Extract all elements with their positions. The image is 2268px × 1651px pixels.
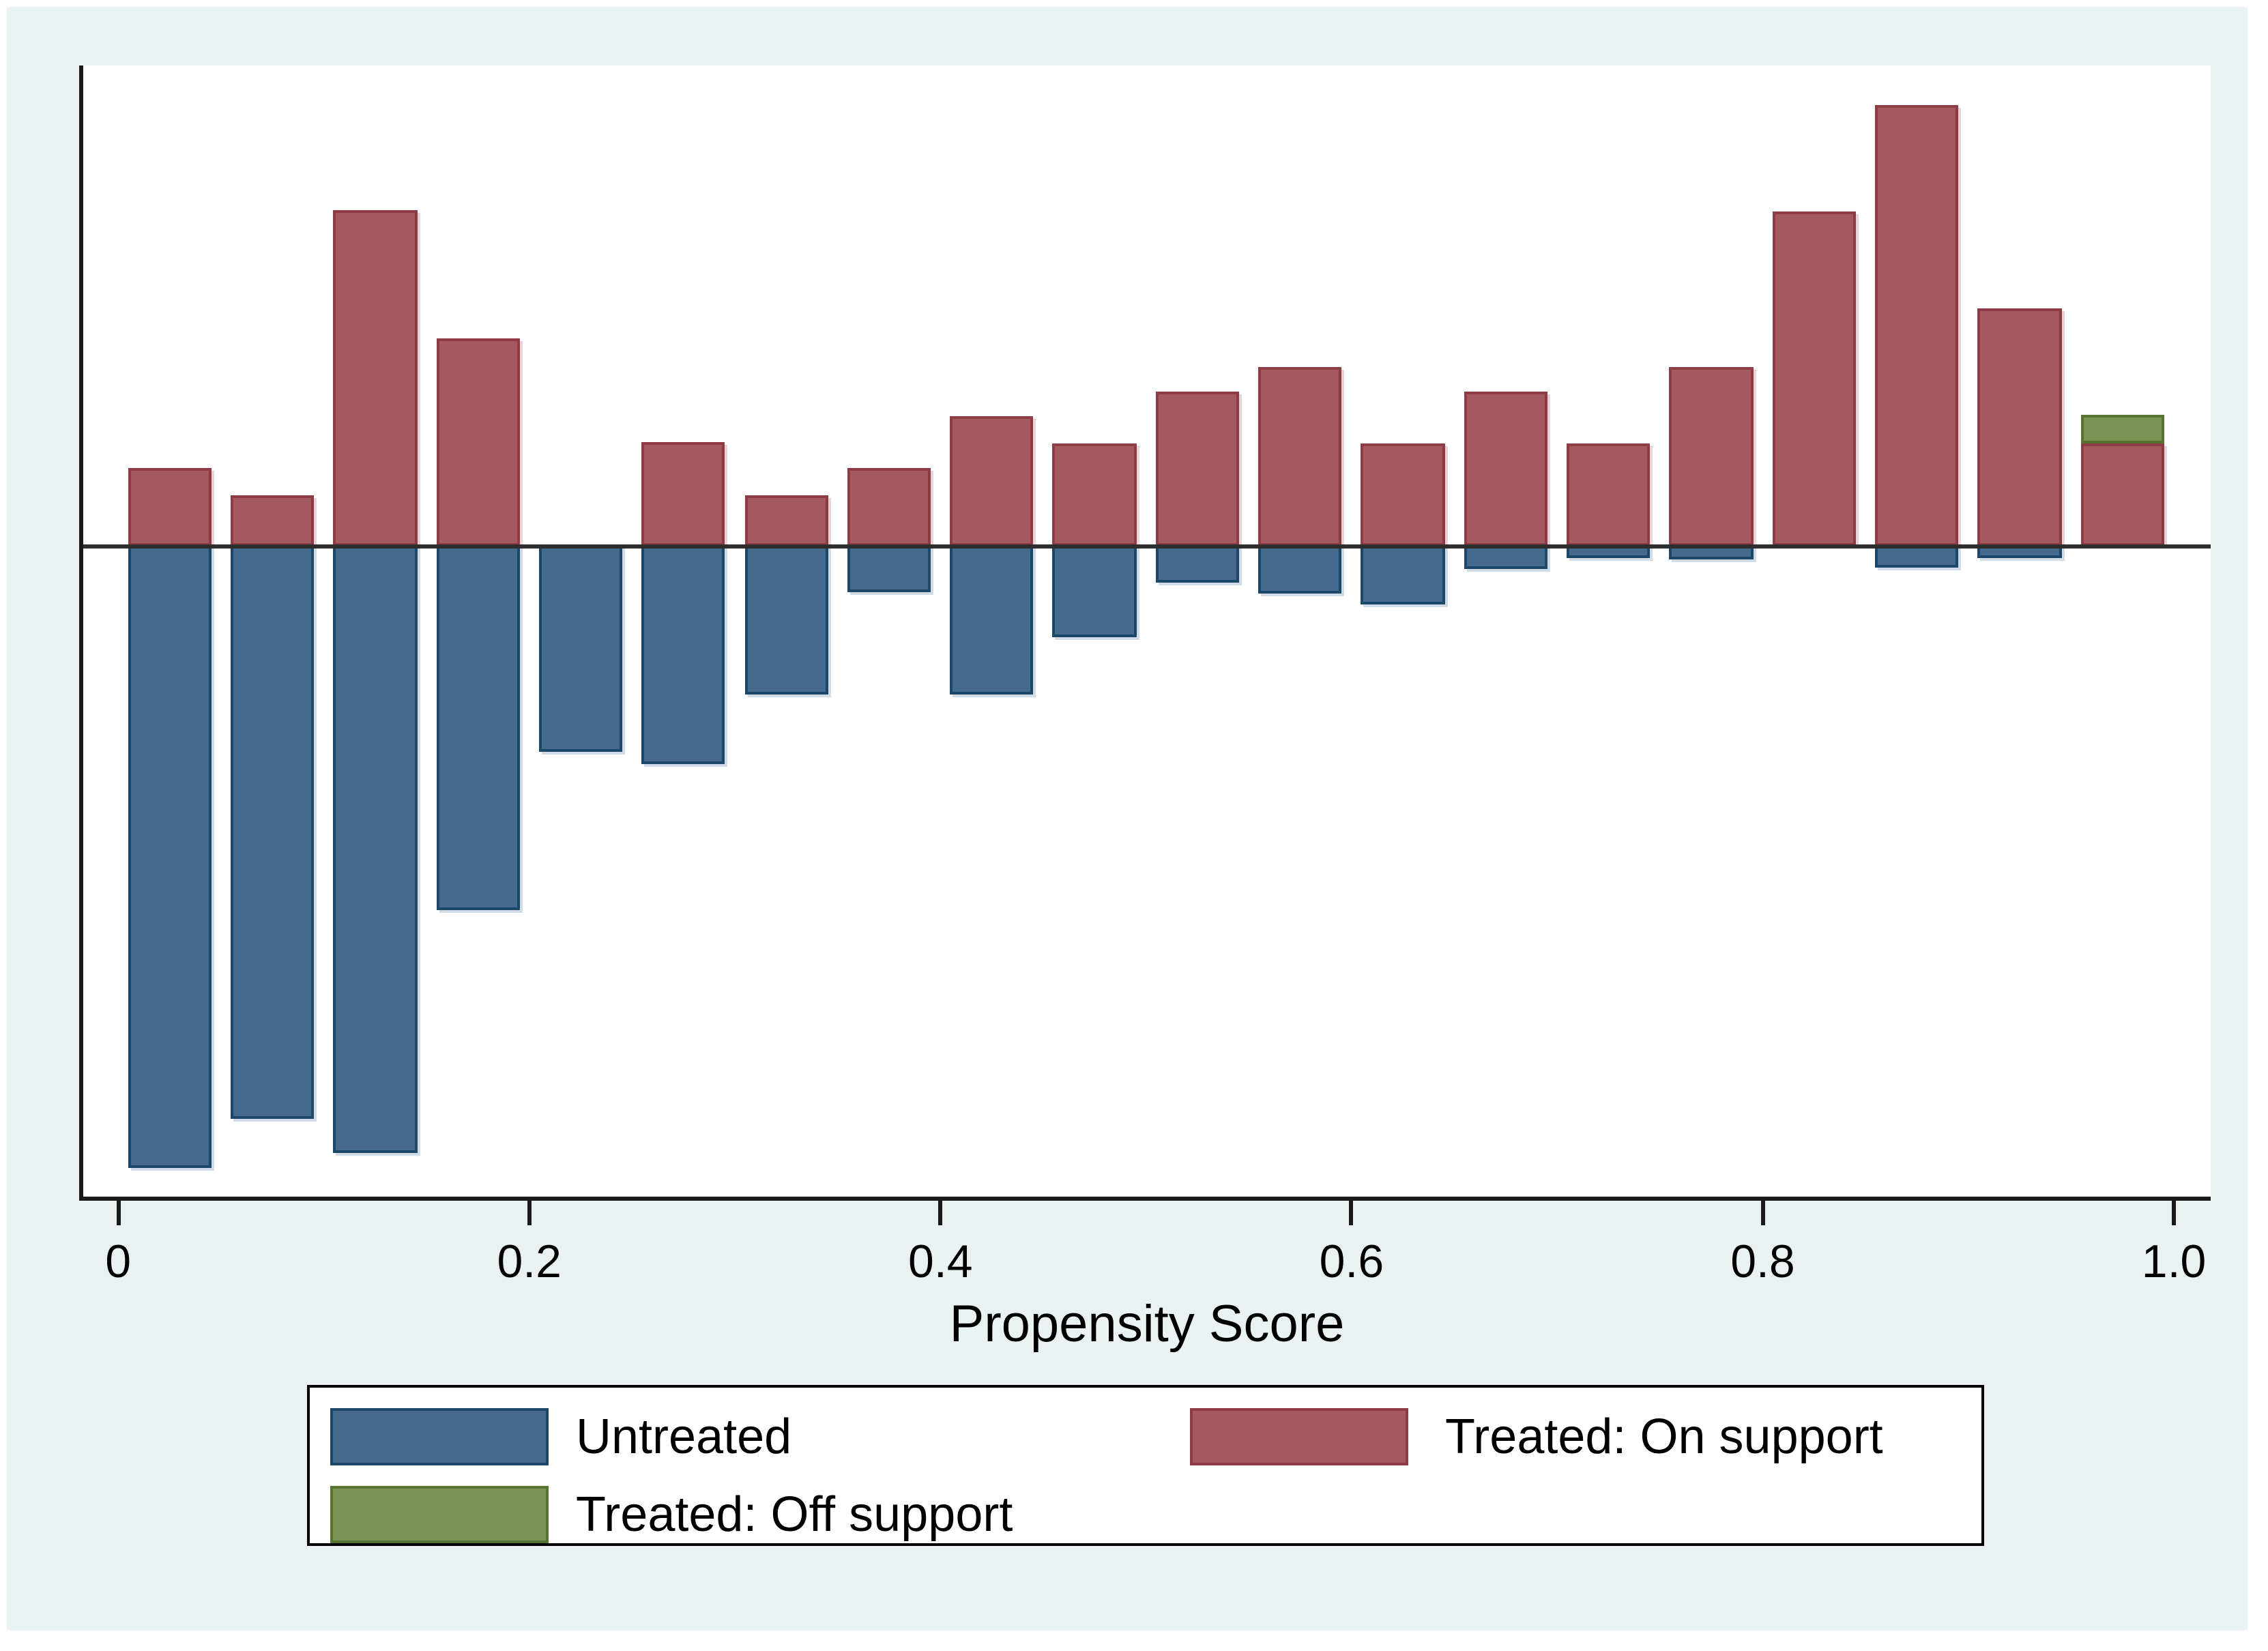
bar-treated-on-support — [1052, 443, 1137, 546]
bar-treated-on-support — [1977, 308, 2062, 546]
legend-label-treated-on-support: Treated: On support — [1445, 1408, 1883, 1464]
bar-treated-on-support — [1772, 211, 1857, 546]
x-tick — [527, 1201, 532, 1225]
bar-treated-on-support — [1155, 391, 1240, 546]
legend-swatch-untreated — [330, 1408, 549, 1465]
x-tick-label: 0.8 — [1730, 1236, 1795, 1288]
bar-treated-on-support — [436, 338, 520, 546]
bar-untreated — [1361, 546, 1445, 604]
bar-untreated — [1258, 546, 1342, 594]
bar-treated-on-support — [1567, 443, 1651, 546]
bar-untreated — [333, 546, 417, 1154]
bar-treated-on-support — [1361, 443, 1445, 546]
bar-treated-on-support — [1258, 367, 1342, 546]
bar-treated-on-support — [128, 468, 212, 546]
bar-treated-off-support — [2080, 415, 2164, 444]
bar-treated-on-support — [333, 209, 417, 546]
bar-treated-on-support — [230, 495, 315, 546]
bar-treated-on-support — [847, 468, 931, 546]
bar-treated-on-support — [950, 415, 1034, 546]
x-tick — [116, 1201, 121, 1225]
bar-untreated — [538, 546, 623, 753]
bar-untreated — [847, 546, 931, 592]
bar-untreated — [744, 546, 828, 694]
bar-untreated — [950, 546, 1034, 694]
bar-treated-on-support — [1875, 104, 1959, 546]
zero-axis-line — [83, 544, 2211, 549]
x-tick — [1760, 1201, 1765, 1225]
bar-untreated — [230, 546, 315, 1120]
x-tick — [2172, 1201, 2177, 1225]
x-tick — [938, 1201, 943, 1225]
legend: Untreated Treated: On support Treated: O… — [307, 1385, 1984, 1546]
bar-untreated — [436, 546, 520, 910]
bar-untreated — [1052, 546, 1137, 638]
bar-untreated — [1464, 546, 1548, 569]
x-tick-label: 0.6 — [1319, 1236, 1384, 1288]
legend-swatch-treated-off-support — [330, 1486, 549, 1543]
x-tick — [1349, 1201, 1354, 1225]
bar-treated-on-support — [1669, 367, 1754, 546]
legend-swatch-treated-on-support — [1190, 1408, 1408, 1465]
x-tick-label: 0.4 — [908, 1236, 973, 1288]
legend-label-treated-off-support: Treated: Off support — [576, 1486, 1013, 1542]
bar-untreated — [128, 546, 212, 1168]
bar-untreated — [641, 546, 725, 764]
bar-treated-on-support — [2080, 443, 2164, 546]
bar-treated-on-support — [744, 495, 828, 546]
bar-treated-on-support — [641, 442, 725, 546]
plot-area: Propensity Score 0 0.2 0.4 0.6 0.8 1.0 — [79, 65, 2211, 1351]
bar-untreated — [1155, 546, 1240, 582]
x-tick-label: 0.2 — [497, 1236, 562, 1288]
bar-treated-on-support — [1464, 391, 1548, 546]
legend-label-untreated: Untreated — [576, 1408, 792, 1464]
x-axis-title: Propensity Score — [949, 1296, 1345, 1354]
x-tick-label: 0 — [105, 1236, 132, 1288]
bar-untreated — [1875, 546, 1959, 568]
x-tick-label: 1.0 — [2141, 1236, 2207, 1288]
